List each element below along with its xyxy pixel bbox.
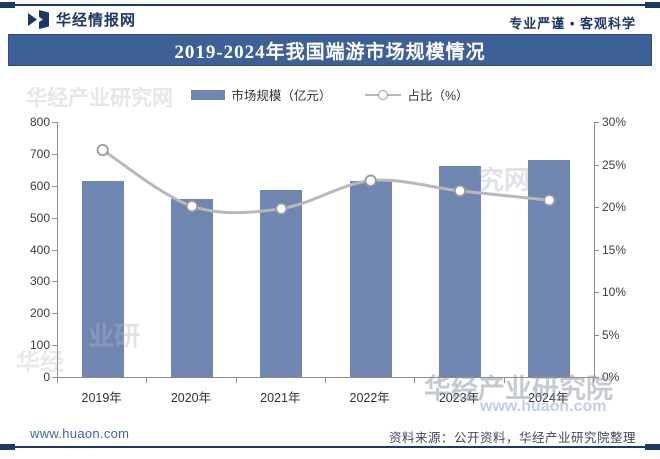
y-axis-left-tick-label: 600: [29, 178, 50, 193]
y-axis-right-tickmark: [594, 334, 599, 336]
market-size-bar: [260, 189, 303, 377]
y-axis-left-tick-label: 100: [29, 338, 50, 353]
y-axis-left-tickmark: [52, 345, 57, 347]
x-axis-tickmark: [57, 378, 58, 383]
market-size-bar: [81, 180, 124, 377]
footer-site-link[interactable]: www.huaon.com: [30, 426, 130, 441]
header-slogan: 专业严谨 • 客观科学: [509, 16, 636, 31]
y-axis-right-tick-label: 25%: [602, 157, 627, 172]
chart-title-banner: 2019-2024年我国端游市场规模情况: [8, 34, 652, 66]
y-axis-left-tick-label: 700: [29, 146, 50, 161]
y-axis-left-tickmark: [52, 217, 57, 219]
x-axis-tickmark: [414, 378, 416, 383]
x-axis-category-label: 2019年: [81, 391, 122, 405]
y-axis-left-tickmark: [52, 153, 57, 155]
x-axis-category-label: 2021年: [260, 391, 301, 405]
bar-legend-swatch: [191, 89, 226, 100]
x-axis-category-label: 2020年: [170, 391, 212, 405]
market-size-bar: [349, 181, 392, 377]
y-axis-left-tickmark: [52, 313, 57, 315]
x-axis-tickmark: [325, 378, 326, 383]
legend: 市场规模（亿元） 占比（%）: [0, 85, 660, 104]
x-axis-tickmark: [146, 378, 148, 383]
x-axis-category-label: 2023年: [438, 391, 480, 405]
share-line-marker: [453, 184, 467, 197]
bottom-rule: [0, 444, 660, 451]
x-axis-tickmark: [235, 378, 237, 383]
top-rule: [0, 2, 660, 9]
y-axis-right-tick-label: 15%: [602, 242, 627, 257]
y-axis-right-tick-label: 10%: [602, 285, 627, 299]
y-axis-right-tick-label: 30%: [602, 115, 627, 129]
y-axis-right-tickmark: [594, 249, 599, 251]
line-legend-label: 占比（%）: [407, 89, 469, 103]
y-axis-left-tick-label: 200: [29, 306, 50, 321]
y-axis-left-tick-label: 0: [43, 370, 50, 384]
x-axis-tickmark: [503, 378, 505, 383]
brand-name: 华经情报网: [56, 12, 137, 29]
x-axis-category-label: 2024年: [528, 391, 569, 405]
y-axis-right-tick-label: 0%: [602, 370, 620, 384]
y-axis-right-tickmark: [594, 377, 599, 378]
y-axis-left-tick-label: 500: [29, 210, 50, 225]
y-axis-left-tickmark: [52, 122, 57, 123]
share-line-marker: [96, 143, 109, 157]
y-axis-right-tick-label: 20%: [602, 200, 627, 214]
y-axis-right-tickmark: [594, 164, 599, 166]
share-line: [101, 148, 550, 215]
share-line-marker: [543, 194, 556, 207]
share-line-chart: [96, 143, 556, 215]
y-axis-right-tickmark: [594, 207, 599, 208]
y-axis-right-tickmark: [594, 292, 599, 293]
share-line-marker: [364, 174, 377, 187]
chart-title: 2019-2024年我国端游市场规模情况: [174, 41, 486, 63]
y-axis-left-tickmark: [52, 281, 57, 283]
y-axis-left-tickmark: [52, 249, 57, 251]
y-axis-left-tick-label: 300: [29, 274, 50, 289]
plot-area: [57, 122, 595, 378]
bar-legend-label: 市场规模（亿元）: [231, 89, 332, 103]
market-size-bar: [439, 165, 481, 377]
y-axis-left-tickmark: [52, 185, 57, 187]
market-size-bar: [171, 198, 213, 377]
brand: 华经情报网: [28, 9, 136, 30]
y-axis-left-tick-label: 800: [29, 115, 50, 129]
share-line-marker: [275, 202, 288, 215]
huaon-logo-icon: [28, 10, 49, 29]
share-line-marker: [185, 200, 199, 213]
y-axis-right-tick-label: 5%: [602, 327, 620, 342]
legend-item-line: 占比（%）: [365, 85, 469, 104]
x-axis-category-label: 2022年: [349, 391, 390, 405]
legend-item-bar: 市场规模（亿元）: [191, 85, 331, 104]
footer-source: 资料来源：公开资料，华经产业研究院整理: [388, 431, 636, 445]
y-axis-left-tick-label: 400: [29, 242, 50, 257]
line-legend-swatch: [365, 89, 402, 100]
y-axis-left-tickmark: [52, 377, 57, 378]
y-axis-right-tickmark: [594, 122, 599, 123]
x-axis-tickmark: [593, 378, 594, 383]
